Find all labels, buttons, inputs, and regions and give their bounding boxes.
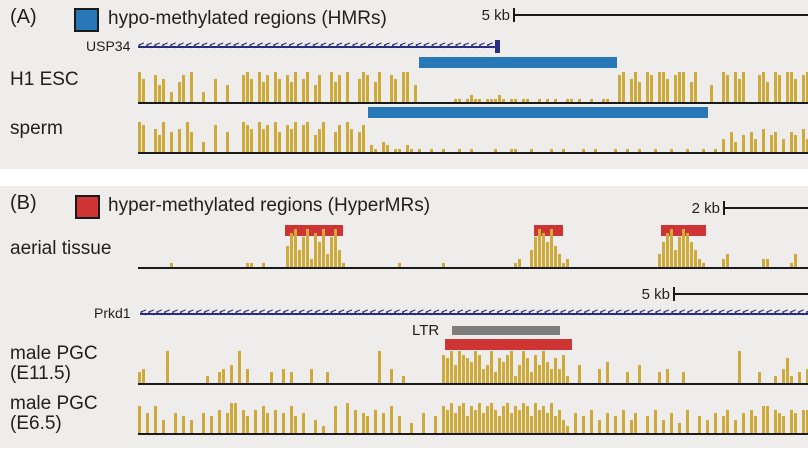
gene-body-line bbox=[138, 45, 500, 48]
gene-label-prkd1: Prkd1 bbox=[94, 305, 131, 321]
track-label-h1-esc: H1 ESC bbox=[10, 69, 79, 90]
scale-tick bbox=[513, 8, 515, 22]
scale-label: 5 kb bbox=[641, 285, 670, 303]
scale-bar-5kb-panel-b: 5 kb bbox=[606, 285, 808, 303]
gene-end-block bbox=[495, 40, 500, 53]
hmr-legend-swatch bbox=[74, 8, 99, 32]
ltr-repeat-bar bbox=[452, 326, 560, 335]
panel-b-label: (B) bbox=[10, 192, 37, 214]
methylation-track-male-pgc-e11-5 bbox=[138, 351, 808, 385]
gene-label-usp34: USP34 bbox=[86, 38, 131, 54]
methylation-track-h1-esc bbox=[138, 72, 808, 104]
track-label-line2: (E11.5) bbox=[10, 363, 71, 384]
scale-tick bbox=[723, 201, 725, 215]
methylation-track-male-pgc-e6-5 bbox=[138, 403, 808, 435]
track-label-line1: male PGC bbox=[10, 393, 98, 414]
hypermr-region-aerial-2 bbox=[534, 225, 563, 236]
gene-body-line bbox=[140, 312, 808, 315]
gene-track-usp34: <<<<<<<<<<<<<<<<<<<<<<<<<<<<<<<<<<<<<<<<… bbox=[138, 40, 500, 53]
scale-line bbox=[515, 14, 808, 16]
hypermr-legend-swatch bbox=[75, 195, 100, 219]
track-label-line2: (E6.5) bbox=[10, 413, 62, 434]
hmr-region-h1-esc bbox=[419, 57, 617, 68]
hmr-legend-label: hypo-methylated regions (HMRs) bbox=[108, 8, 387, 29]
track-label-aerial-tissue: aerial tissue bbox=[10, 238, 112, 259]
hypermr-legend-label: hyper-methylated regions (HyperMRs) bbox=[108, 195, 431, 216]
ltr-label: LTR bbox=[412, 322, 440, 339]
scale-line bbox=[675, 293, 808, 295]
scale-label: 5 kb bbox=[481, 6, 510, 24]
methylation-track-aerial-tissue bbox=[138, 229, 808, 269]
scale-line bbox=[725, 207, 808, 209]
track-label-male-pgc-e11-5: male PGC (E11.5) bbox=[10, 344, 98, 384]
hypermr-region-aerial-1 bbox=[285, 225, 343, 236]
scale-label: 2 kb bbox=[691, 199, 720, 217]
methylation-track-sperm bbox=[138, 122, 808, 154]
track-label-sperm: sperm bbox=[10, 118, 63, 139]
scale-bar-5kb-panel-a: 5 kb bbox=[450, 6, 808, 24]
hypermr-region-male-pgc bbox=[445, 339, 572, 350]
hmr-region-sperm bbox=[368, 107, 708, 118]
gene-arrows-left-icon: <<<<<<<<<<<<<<<<<<<<<<<<<<<<<<<<<<<<<<<<… bbox=[140, 307, 808, 319]
track-label-line1: male PGC bbox=[10, 343, 98, 364]
track-label-male-pgc-e6-5: male PGC (E6.5) bbox=[10, 394, 98, 434]
gene-track-prkd1: <<<<<<<<<<<<<<<<<<<<<<<<<<<<<<<<<<<<<<<<… bbox=[140, 307, 808, 320]
scale-tick bbox=[673, 287, 675, 301]
scale-bar-2kb-panel-b: 2 kb bbox=[650, 199, 808, 217]
gene-arrows-left-icon: <<<<<<<<<<<<<<<<<<<<<<<<<<<<<<<<<<<<<<<<… bbox=[138, 40, 500, 52]
panel-a-label: (A) bbox=[10, 6, 37, 28]
